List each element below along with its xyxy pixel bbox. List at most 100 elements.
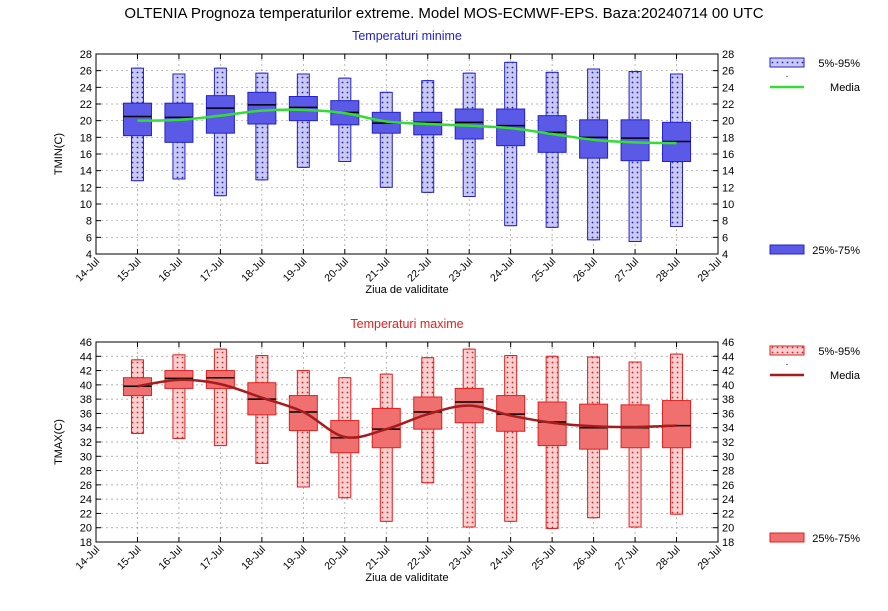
x-tick-label: 23-Jul [447,256,476,285]
box-23-Jul [454,348,484,528]
y-tick-label-left: 26 [80,480,92,492]
x-tick-label: 15-Jul [115,544,144,573]
legend-median-dot: . [786,357,789,368]
x-tick-label: 25-Jul [530,256,559,285]
box-28-Jul [662,73,692,227]
range-5-95 [130,359,144,434]
y-axis-label: TMAX(C) [53,419,65,465]
y-tick-label-left: 38 [80,394,92,406]
box-18-Jul [247,355,277,464]
y-tick-label-left: 14 [80,166,92,178]
box-18-Jul [247,72,277,181]
x-tick-label: 23-Jul [447,544,476,573]
legend-swatch-5-95 [769,57,805,68]
x-tick-label: 22-Jul [405,544,434,573]
y-tick-label-right: 4 [722,249,728,261]
range-25-75 [662,400,692,449]
legend-label-5-95: 5%-95% [818,58,860,70]
box-17-Jul [205,67,235,197]
y-tick-label-left: 24 [80,82,92,94]
y-tick-label-right: 20 [722,523,734,535]
tmin-legend: 5%-95%. Media 25%-75% [769,57,861,257]
box-19-Jul [288,73,318,168]
y-tick-label-right: 24 [722,494,734,506]
legend-label-25-75: 25%-75% [812,245,860,257]
legend-label-5-95: 5%-95% [818,346,860,358]
y-tick-label-right: 30 [722,451,734,463]
panel-title: Temperaturi maxime [350,317,463,331]
box-20-Jul [330,77,360,162]
x-tick-label: 18-Jul [239,544,268,573]
x-tick-label: 21-Jul [364,544,393,573]
y-tick-label-right: 16 [722,149,734,161]
x-axis-label: Ziua de validitate [365,572,448,584]
y-tick-label-right: 38 [722,394,734,406]
box-15-Jul [122,67,152,182]
y-tick-label-right: 46 [722,337,734,349]
x-tick-label: 25-Jul [530,544,559,573]
box-21-Jul [371,91,401,188]
y-tick-label-left: 10 [80,199,92,211]
legend-label-25-75: 25%-75% [812,533,860,545]
x-tick-label: 20-Jul [322,256,351,285]
y-tick-label-left: 30 [80,451,92,463]
box-24-Jul [496,61,526,227]
y-tick-label-left: 28 [80,49,92,61]
y-tick-label-left: 36 [80,408,92,420]
y-tick-label-right: 26 [722,66,734,78]
x-tick-label: 26-Jul [571,544,600,573]
x-tick-label: 15-Jul [115,256,144,285]
y-tick-label-right: 6 [722,232,728,244]
box-24-Jul [496,355,526,522]
page-title: OLTENIA Prognoza temperaturilor extreme.… [124,5,764,22]
y-tick-label-left: 6 [86,232,92,244]
range-25-75 [247,91,277,125]
legend-swatch-5-95 [769,345,805,356]
box-17-Jul [205,348,235,447]
range-5-95 [379,91,393,188]
range-5-95 [255,72,269,181]
y-tick-label-left: 32 [80,437,92,449]
y-tick-label-left: 12 [80,182,92,194]
y-tick-label-right: 28 [722,49,734,61]
y-tick-label-right: 36 [722,408,734,420]
y-tick-label-left: 34 [80,423,92,435]
box-27-Jul [620,71,650,242]
y-tick-label-left: 20 [80,523,92,535]
mean-line [137,108,677,145]
y-tick-label-left: 46 [80,337,92,349]
x-tick-label: 29-Jul [695,544,724,573]
range-5-95 [462,348,476,528]
x-tick-label: 24-Jul [488,256,517,285]
box-22-Jul [413,80,443,193]
legend-median-dot: . [786,69,789,80]
x-tick-label: 17-Jul [198,256,227,285]
y-tick-label-right: 20 [722,116,734,128]
x-tick-label: 22-Jul [405,256,434,285]
y-tick-label-left: 26 [80,66,92,78]
range-5-95 [172,354,186,439]
y-tick-label-right: 8 [722,216,728,228]
y-tick-label-right: 42 [722,366,734,378]
box-28-Jul [662,353,692,515]
range-25-75 [164,102,194,143]
x-tick-label: 27-Jul [612,256,641,285]
range-25-75 [454,108,484,140]
y-tick-label-right: 26 [722,480,734,492]
y-tick-label-left: 20 [80,116,92,128]
box-19-Jul [288,370,318,488]
box-27-Jul [620,361,650,528]
x-tick-label: 21-Jul [364,256,393,285]
legend-label-media: Media [830,82,861,94]
y-tick-label-right: 22 [722,508,734,520]
y-tick-label-left: 18 [80,537,92,549]
y-tick-label-right: 14 [722,166,734,178]
y-tick-label-right: 18 [722,132,734,144]
box-25-Jul [537,71,567,228]
box-16-Jul [164,73,194,180]
panel-title: Temperaturi minime [352,29,462,43]
x-tick-label: 19-Jul [281,544,310,573]
y-tick-label-left: 4 [86,249,92,261]
y-tick-label-right: 24 [722,82,734,94]
